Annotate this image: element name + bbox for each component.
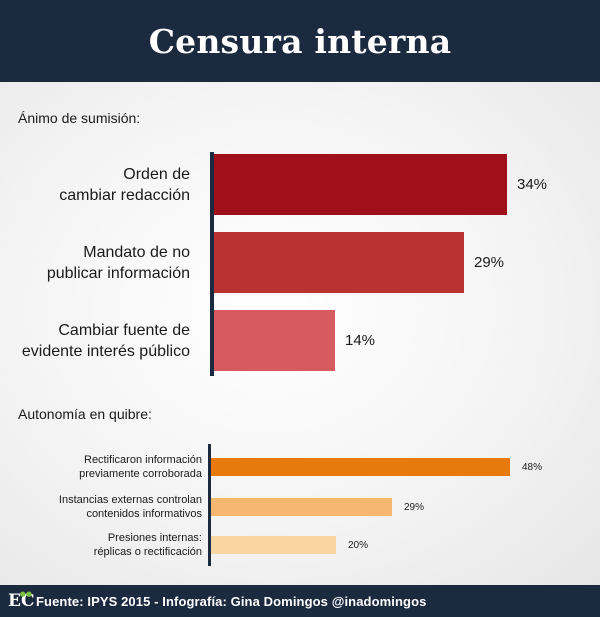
category-label: Presiones internas: réplicas o rectificac… <box>0 530 202 560</box>
logo: EC ●● <box>8 589 35 612</box>
category-label: Instancias externas controlan contenidos … <box>0 492 202 522</box>
category-label-line: Rectificaron información <box>84 454 202 466</box>
chart-1-axis <box>210 152 214 376</box>
chart-2-title: Autonomía en quibre: <box>18 406 152 422</box>
category-label-line: previamente corroborada <box>79 468 202 480</box>
value-label: 29% <box>404 501 425 513</box>
value-label: 20% <box>348 539 369 551</box>
logo-dots-icon: ●● <box>19 589 32 598</box>
footer: EC ●● Fuente: IPYS 2015 - Infografía: Gi… <box>0 585 600 617</box>
bar <box>211 498 392 516</box>
category-label-line: cambiar redacción <box>59 186 190 204</box>
category-label-line: Orden de <box>123 165 190 183</box>
page-title: Censura interna <box>148 21 452 61</box>
category-label: Rectificaron información previamente corr… <box>0 452 202 482</box>
bar <box>211 458 510 476</box>
category-label-line: evidente interés público <box>21 342 190 360</box>
bar <box>214 310 335 371</box>
header: Censura interna <box>0 0 600 82</box>
value-label: 14% <box>345 332 376 349</box>
category-label: Orden de cambiar redacción <box>0 148 190 221</box>
chart-area: Ánimo de sumisión: Orden de cambiar redac… <box>0 82 600 585</box>
chart-2-axis <box>208 444 211 566</box>
category-label-line: contenidos informativos <box>86 508 202 520</box>
category-label: Mandato de no publicar información <box>0 226 190 299</box>
category-label-line: Instancias externas controlan <box>58 494 202 506</box>
value-label: 29% <box>474 254 505 271</box>
category-label-line: Presiones internas: <box>107 532 202 544</box>
value-label: 34% <box>517 176 548 193</box>
chart-1-title: Ánimo de sumisión: <box>18 110 141 126</box>
bar <box>214 154 507 215</box>
chart-1: Orden de cambiar redacción 34% Mandato de n… <box>0 144 600 376</box>
source-credit: Fuente: IPYS 2015 - Infografía: Gina Dom… <box>36 593 427 609</box>
category-label: Cambiar fuente de evidente interés públic… <box>0 304 190 377</box>
logo-text: EC <box>8 591 35 611</box>
chart-2: Rectificaron información previamente corr… <box>0 444 600 568</box>
bar <box>214 232 464 293</box>
value-label: 48% <box>522 461 543 473</box>
category-label-line: réplicas o rectificación <box>93 546 202 558</box>
category-label-line: Cambiar fuente de <box>58 321 190 339</box>
category-label-line: Mandato de no <box>83 243 190 261</box>
bar <box>211 536 336 554</box>
category-label-line: publicar información <box>46 264 190 282</box>
